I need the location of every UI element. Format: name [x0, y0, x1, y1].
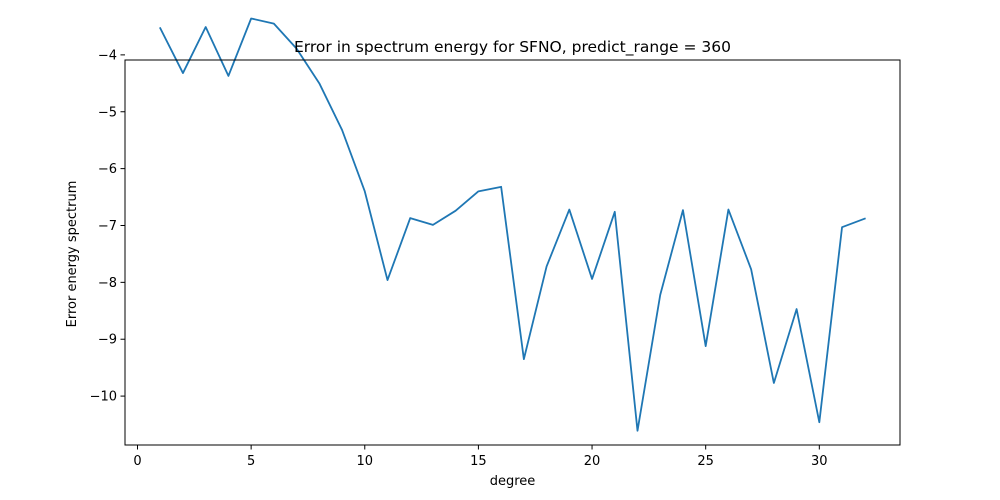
axes-frame: [124, 59, 901, 446]
x-tick-label: 30: [811, 454, 828, 469]
x-tick-label: 20: [584, 454, 601, 469]
x-tick-label: 0: [133, 454, 141, 469]
x-tick-label: 25: [697, 454, 714, 469]
x-tick-label: 15: [470, 454, 487, 469]
x-tick-label: 10: [356, 454, 373, 469]
series-line-0: [159, 17, 866, 432]
x-tick-label: 5: [247, 454, 255, 469]
y-tick-label: −9: [98, 333, 117, 348]
y-tick-label: −8: [98, 276, 117, 291]
chart-title: Error in spectrum energy for SFNO, predi…: [294, 38, 731, 57]
y-tick-label: −7: [98, 219, 117, 234]
y-axis: −10 −9 −8 −7 −6 −5 −4: [90, 48, 125, 405]
y-axis-label: Error energy spectrum: [65, 181, 80, 328]
plot-area: [124, 17, 901, 446]
x-axis: 0 5 10 15 20 25 30: [133, 445, 828, 469]
x-axis-label: degree: [490, 474, 536, 489]
y-tick-label: −10: [90, 390, 117, 405]
y-tick-label: −6: [98, 162, 117, 177]
y-tick-label: −5: [98, 105, 117, 120]
y-tick-label: −4: [98, 48, 117, 63]
